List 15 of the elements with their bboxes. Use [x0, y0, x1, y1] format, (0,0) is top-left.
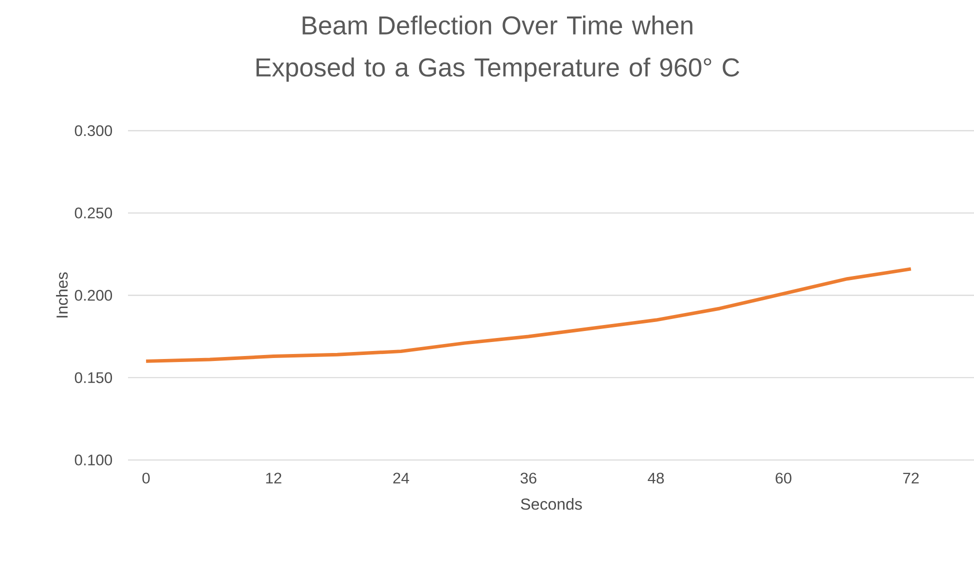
x-axis-title: Seconds [520, 498, 582, 510]
x-tick-label: 72 [903, 472, 919, 484]
x-tick-label: 12 [266, 472, 282, 484]
x-tick-label: 60 [776, 472, 792, 484]
y-tick-label: 0.100 [74, 454, 112, 466]
x-tick-label: 36 [520, 472, 536, 484]
y-tick-label: 0.300 [74, 125, 112, 136]
chart-title: Beam Deflection Over Time when Exposed to a Gas Temperature of 960° C [256, 16, 740, 82]
x-tick-label: 48 [648, 472, 664, 484]
y-tick-label: 0.150 [74, 372, 112, 384]
y-axis-title: Inches [56, 272, 68, 318]
x-tick-label: 0 [142, 472, 150, 484]
y-tick-label: 0.250 [74, 208, 112, 218]
x-tick-label: 24 [393, 472, 410, 484]
y-tick-label: 0.200 [74, 290, 112, 301]
